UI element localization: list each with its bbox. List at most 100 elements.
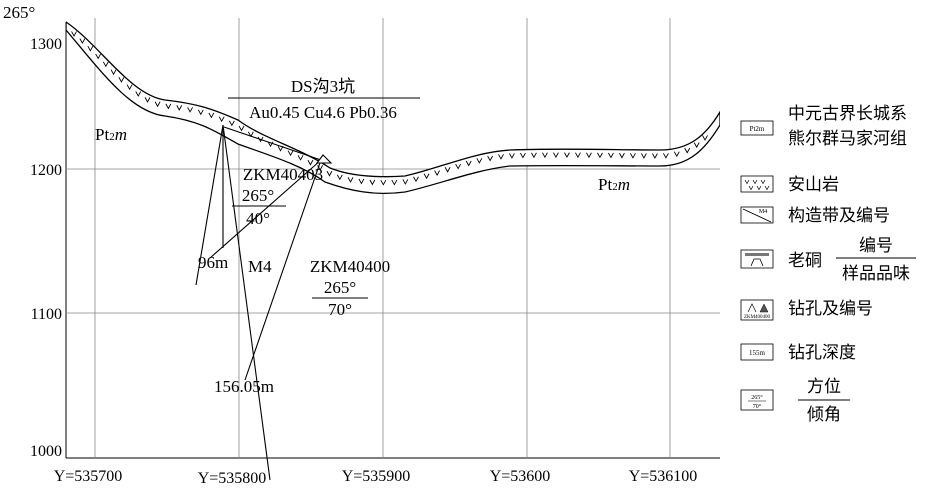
andesite-v-mark bbox=[673, 151, 680, 158]
zkm40403-azimuth: 265° bbox=[242, 186, 274, 205]
zkm40400-dip: 70° bbox=[328, 300, 352, 319]
andesite-v-mark bbox=[118, 77, 125, 83]
andesite-v-mark bbox=[465, 160, 472, 167]
formation-label-left: Pt2m bbox=[95, 125, 127, 144]
legend-drill-hole-label: 钻孔及编号 bbox=[788, 299, 873, 319]
zkm40403-dip: 40° bbox=[246, 209, 270, 228]
andesite-v-mark bbox=[619, 152, 625, 159]
andesite-v-mark bbox=[95, 53, 102, 60]
andesite-v-mark bbox=[487, 155, 493, 162]
legend-item-formation: Pt2m 中元古界长城系 熊尔群马家河组 bbox=[740, 104, 907, 149]
andesite-v-mark bbox=[369, 179, 376, 186]
andesite-v-mark bbox=[663, 153, 669, 159]
drill-hole-long-trace bbox=[222, 124, 271, 481]
hole-depth-symbol-text: 155m bbox=[749, 349, 766, 357]
structure-symbol-text: M4 bbox=[759, 209, 767, 215]
ytick-535800: Y=535800 bbox=[198, 470, 267, 487]
elev-1100: 1100 bbox=[31, 306, 62, 323]
zkm40403-trace bbox=[209, 159, 322, 259]
andesite-v-mark bbox=[509, 153, 515, 159]
ytick-535900: Y=535900 bbox=[342, 468, 411, 485]
legend-item-hole-depth: 155m 钻孔深度 bbox=[740, 343, 856, 363]
legend-old-adit-top: 编号 bbox=[859, 236, 893, 256]
andesite-v-mark bbox=[79, 38, 86, 45]
legend-item-old-adit: 老硐 编号 样品品味 bbox=[740, 236, 916, 284]
legend-andesite-label: 安山岩 bbox=[788, 175, 839, 195]
zkm40400-azimuth: 265° bbox=[324, 278, 356, 297]
legend-item-structure: M4 构造带及编号 bbox=[740, 206, 890, 226]
andesite-v-mark bbox=[144, 97, 151, 103]
andesite-v-mark bbox=[586, 152, 592, 159]
legend-azimuth-label: 方位 bbox=[807, 377, 841, 397]
legend-structure-label: 构造带及编号 bbox=[788, 206, 890, 226]
andesite-v-mark bbox=[455, 163, 462, 170]
andesite-v-mark bbox=[165, 103, 172, 110]
ytick-53600: Y=53600 bbox=[490, 468, 551, 485]
andesite-v-mark bbox=[238, 125, 245, 132]
andesite-v-mark bbox=[102, 61, 109, 68]
andesite-v-mark bbox=[630, 153, 636, 159]
andesite-v-mark bbox=[336, 174, 343, 181]
andesite-legend-v-mark bbox=[760, 179, 766, 185]
andesite-v-mark bbox=[423, 173, 430, 180]
andesite-layer bbox=[66, 21, 720, 195]
andesite-v-mark bbox=[564, 152, 570, 159]
andesite-v-mark bbox=[187, 107, 193, 113]
structure-symbol-line bbox=[742, 208, 772, 223]
andesite-v-mark bbox=[693, 142, 700, 149]
azimuth-dip-symbol-top: 265° bbox=[751, 394, 763, 401]
andesite-v-mark bbox=[402, 179, 409, 185]
ytick-535700: Y=535700 bbox=[54, 468, 123, 485]
andesite-v-mark bbox=[135, 91, 142, 97]
andesite-v-mark bbox=[347, 177, 354, 183]
legend-item-azimuth-dip: 265° 70° 方位 倾角 bbox=[740, 377, 850, 425]
andesite-v-mark bbox=[87, 45, 94, 52]
old-adit-symbol-arch bbox=[750, 258, 764, 267]
drill-hole-symbol-open bbox=[747, 303, 757, 313]
andesite-v-mark bbox=[684, 147, 691, 154]
andesite-v-mark bbox=[652, 153, 658, 159]
formation-symbol bbox=[740, 120, 774, 136]
andesite-v-mark bbox=[476, 158, 483, 164]
andesite-v-mark bbox=[71, 31, 77, 37]
andesite-v-mark bbox=[358, 178, 365, 185]
old-adit-symbol-bar bbox=[745, 253, 769, 256]
legend-formation-line1: 中元古界长城系 bbox=[788, 104, 907, 124]
adit-name: DS沟3坑 bbox=[291, 77, 355, 96]
ytick-536100: Y=536100 bbox=[629, 468, 698, 485]
legend-old-adit-bottom: 样品品味 bbox=[842, 264, 910, 284]
andesite-v-mark bbox=[520, 152, 526, 159]
zkm40400-name: ZKM40400 bbox=[310, 257, 390, 276]
drill-collar-marker bbox=[315, 154, 333, 164]
drill-hole-symbol bbox=[740, 299, 774, 321]
azimuth-dip-symbol bbox=[740, 389, 774, 411]
andesite-v-mark bbox=[326, 170, 333, 177]
andesite-v-mark bbox=[307, 159, 314, 166]
fault-label: M4 bbox=[248, 257, 272, 276]
andesite-legend-v-mark bbox=[752, 179, 758, 185]
andesite-v-mark bbox=[154, 101, 161, 108]
drill-hole-left-trace bbox=[195, 124, 224, 286]
andesite-v-mark bbox=[197, 109, 204, 116]
drill-hole-symbol-text: ZKM400400 bbox=[744, 315, 771, 320]
andesite-v-mark bbox=[553, 152, 559, 159]
zkm40403-depth: 96m bbox=[198, 253, 228, 272]
andesite-symbol-marks bbox=[744, 179, 770, 191]
elevation-labels: 1300 1200 1100 1000 bbox=[30, 36, 62, 460]
andesite-v-mark bbox=[498, 154, 504, 160]
y-coordinate-labels: Y=535700 Y=535800 Y=535900 Y=53600 Y=536… bbox=[54, 468, 698, 487]
andesite-legend-v-mark bbox=[756, 185, 762, 191]
adit-assay: Au0.45 Cu4.6 Pb0.36 bbox=[249, 103, 397, 122]
andesite-legend-v-mark bbox=[764, 185, 770, 191]
andesite-v-mark bbox=[575, 152, 581, 159]
andesite-v-mark bbox=[110, 69, 117, 76]
adit-link-line bbox=[223, 126, 322, 161]
andesite-v-mark bbox=[434, 170, 440, 176]
elev-1200: 1200 bbox=[30, 162, 62, 179]
axes bbox=[65, 22, 720, 459]
andesite-band bbox=[66, 21, 720, 195]
andesite-v-mark bbox=[126, 84, 133, 91]
andesite-v-marks bbox=[71, 31, 708, 186]
drill-lines bbox=[195, 124, 333, 481]
